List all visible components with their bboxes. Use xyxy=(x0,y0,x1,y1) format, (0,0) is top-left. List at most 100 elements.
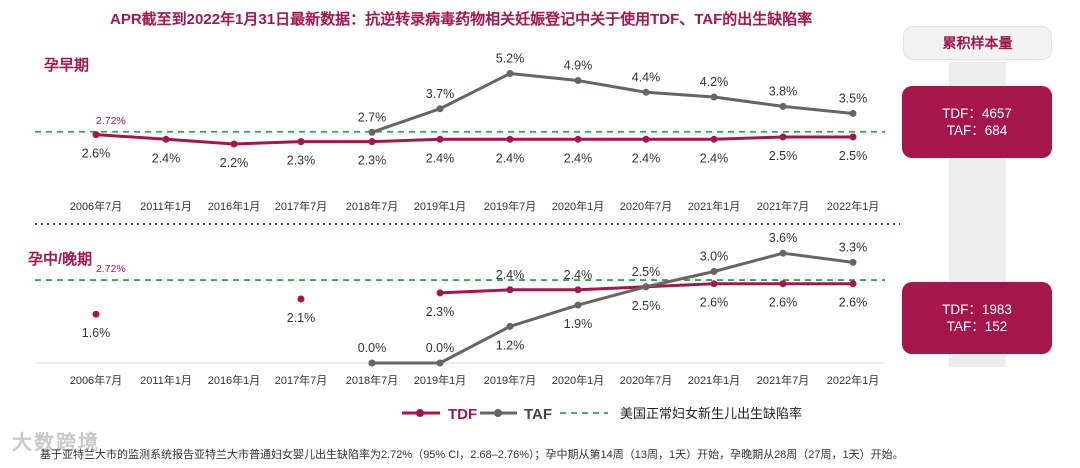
legend-tdf-marker xyxy=(416,409,424,417)
data-point-tdf-first xyxy=(368,138,376,146)
data-label-taf-first: 4.9% xyxy=(564,59,593,73)
x-tick-label-first: 2021年7月 xyxy=(757,199,810,213)
x-tick-label-second: 2020年7月 xyxy=(620,373,673,387)
data-label-taf-second: 0.0% xyxy=(426,341,455,355)
baseline-label-first: 2.72% xyxy=(96,115,126,127)
data-label-taf-second: 2.5% xyxy=(632,299,661,313)
data-point-taf-second xyxy=(779,249,787,257)
data-point-taf-second xyxy=(436,359,444,367)
data-label-tdf-first: 2.5% xyxy=(839,149,868,163)
x-tick-label-second: 2011年1月 xyxy=(140,373,192,387)
series-line-tdf-first xyxy=(95,133,853,146)
chart-title: APR截至到2022年1月31日最新数据：抗逆转录病毒药物相关妊娠登记中关于使用… xyxy=(110,11,813,28)
sample-size-taf-first: TAF：684 xyxy=(946,123,1008,138)
baseline-label-second: 2.72% xyxy=(96,263,126,275)
chart-canvas: 2.72% 2006年7月 2011年1月 2016年1月 2017年7月 2018年7月… xyxy=(35,52,900,423)
data-label-taf-second: 3.3% xyxy=(839,240,868,254)
x-tick-label-second: 2016年1月 xyxy=(208,373,261,387)
data-point-taf-first xyxy=(436,105,444,113)
data-point-tdf-first xyxy=(849,133,857,141)
data-point-tdf-first xyxy=(506,135,514,143)
watermark: 大数跨境 xyxy=(12,432,100,454)
data-point-taf-first xyxy=(779,102,787,110)
x-tick-label-first: 2020年1月 xyxy=(552,199,605,213)
data-point-tdf-second xyxy=(436,289,444,297)
data-point-taf-second xyxy=(849,258,857,266)
x-tick-label-second: 2019年7月 xyxy=(484,373,537,387)
x-tick-label-second: 2021年7月 xyxy=(757,373,810,387)
data-label-tdf-second: 2.6% xyxy=(769,296,798,310)
data-point-tdf-second xyxy=(92,310,100,318)
data-label-tdf-first: 2.4% xyxy=(564,151,593,165)
x-tick-label-first: 2016年1月 xyxy=(208,199,261,213)
data-label-taf-second: 3.0% xyxy=(700,250,729,264)
data-label-tdf-second: 2.6% xyxy=(700,296,729,310)
x-tick-label-second: 2021年1月 xyxy=(688,373,741,387)
data-point-tdf-first xyxy=(574,135,582,143)
panel-label-second-third-trimester: 孕中/晚期 xyxy=(28,251,93,268)
data-label-tdf-first: 2.4% xyxy=(632,151,661,165)
data-label-taf-first: 3.5% xyxy=(839,91,868,105)
data-point-tdf-second xyxy=(779,280,787,288)
legend-tdf-label: TDF xyxy=(448,406,477,423)
data-point-taf-second xyxy=(368,359,376,367)
data-label-tdf-first: 2.4% xyxy=(426,151,455,165)
data-point-tdf-first xyxy=(710,135,718,143)
sample-size-card-first: TDF：4657 TAF：684 xyxy=(902,86,1052,158)
legend-taf-marker xyxy=(494,409,502,417)
legend: TDF TAF 美国正常妇女新生儿出生缺陷率 xyxy=(402,406,802,423)
data-point-tdf-second xyxy=(710,280,718,288)
x-tick-label-first: 2018年7月 xyxy=(346,199,399,213)
data-label-tdf-second: 2.4% xyxy=(496,268,525,282)
sample-size-header: 累积样本量 xyxy=(903,26,1052,60)
data-label-taf-first: 3.8% xyxy=(769,84,798,98)
x-tick-label-first: 2022年1月 xyxy=(827,199,880,213)
data-label-tdf-first: 2.2% xyxy=(220,156,249,170)
data-point-tdf-first xyxy=(230,140,238,148)
data-point-tdf-second xyxy=(297,295,305,303)
sample-size-tdf-first: TDF：4657 xyxy=(942,106,1012,121)
legend-taf-label: TAF xyxy=(524,406,552,423)
footnote: 基于亚特兰大市的监测系统报告亚特兰大市普通妇女婴儿出生缺陷率为2.72%（95%… xyxy=(40,449,904,461)
data-point-tdf-second xyxy=(506,286,514,294)
data-point-taf-second xyxy=(710,268,718,275)
data-point-taf-second xyxy=(574,301,582,309)
data-label-taf-first: 5.2% xyxy=(496,52,525,66)
data-label-taf-first: 3.7% xyxy=(426,87,455,101)
data-point-taf-first xyxy=(574,77,582,85)
data-point-tdf-first xyxy=(92,131,100,139)
panel-label-first-trimester: 孕早期 xyxy=(44,57,90,74)
data-label-tdf-second: 2.1% xyxy=(287,311,316,325)
data-point-taf-first xyxy=(710,93,718,101)
data-point-taf-first xyxy=(506,70,514,77)
sample-size-card-second: TDF：1983 TAF：152 xyxy=(902,282,1052,354)
data-point-tdf-second xyxy=(849,280,857,288)
data-point-taf-second xyxy=(506,322,514,330)
x-tick-label-second: 2022年1月 xyxy=(827,373,880,387)
data-point-tdf-first xyxy=(162,135,170,143)
x-tick-label-second: 2018年7月 xyxy=(346,373,399,387)
x-tick-label-first: 2020年7月 xyxy=(620,199,673,213)
data-label-tdf-second: 1.6% xyxy=(82,326,111,340)
data-point-tdf-first xyxy=(642,135,650,143)
data-point-tdf-first xyxy=(297,138,305,146)
data-label-taf-second: 3.6% xyxy=(769,231,798,245)
data-label-taf-first: 4.2% xyxy=(700,75,729,89)
data-label-tdf-second: 2.4% xyxy=(564,268,593,282)
data-label-tdf-first: 2.3% xyxy=(287,154,316,168)
data-point-tdf-first xyxy=(436,135,444,143)
x-tick-label-second: 2020年1月 xyxy=(552,373,605,387)
data-label-tdf-first: 2.4% xyxy=(496,151,525,165)
x-tick-label-first: 2006年7月 xyxy=(70,199,123,213)
data-label-tdf-first: 2.4% xyxy=(700,151,729,165)
x-tick-label-first: 2019年1月 xyxy=(414,199,467,213)
data-label-tdf-first: 2.6% xyxy=(82,147,111,161)
data-label-tdf-first: 2.4% xyxy=(152,151,181,165)
data-point-taf-first xyxy=(642,88,650,96)
x-tick-label-first: 2011年1月 xyxy=(140,199,192,213)
data-point-tdf-first xyxy=(779,133,787,141)
series-line-taf-second xyxy=(372,251,854,365)
sample-size-taf-second: TAF：152 xyxy=(946,319,1008,334)
data-point-taf-second xyxy=(642,283,650,291)
data-label-tdf-first: 2.3% xyxy=(358,154,387,168)
